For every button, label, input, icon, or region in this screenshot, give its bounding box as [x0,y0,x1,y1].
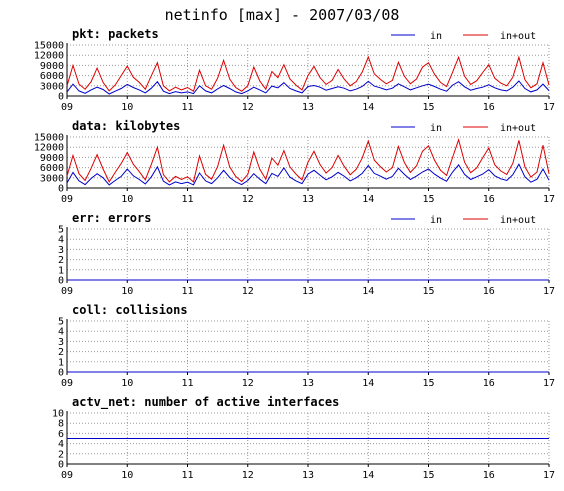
series-line-in-out [66,55,550,92]
y-tick-label: 1 [58,265,64,276]
panel-title: actv_net: number of active interfaces [72,395,339,410]
legend-label: in [430,215,442,226]
panel-title: err: errors [72,211,151,225]
y-tick-label: 3000 [40,81,64,92]
x-tick-label: 14 [362,102,374,113]
x-tick-label: 12 [242,378,254,389]
x-tick-label: 17 [543,470,555,481]
x-tick-label: 13 [302,194,314,205]
x-tick-label: 16 [483,470,495,481]
x-tick-label: 09 [61,470,73,481]
x-tick-label: 10 [121,286,133,297]
y-tick-label: 12000 [34,143,64,154]
x-tick-label: 09 [61,378,73,389]
y-tick-label: 2 [58,255,64,266]
x-tick-label: 12 [242,470,254,481]
x-tick-label: 16 [483,102,495,113]
panel-title: coll: collisions [72,303,188,317]
x-tick-label: 13 [302,470,314,481]
series-line-in-out [66,137,550,183]
y-tick-label: 12000 [34,51,64,62]
x-tick-label: 11 [181,470,193,481]
legend-label: in [430,123,442,134]
y-tick-label: 10 [52,409,64,420]
x-tick-label: 17 [543,378,555,389]
y-tick-label: 4 [58,235,64,246]
y-tick-label: 15000 [34,41,64,52]
y-tick-label: 3000 [40,173,64,184]
y-tick-label: 8 [58,419,64,430]
x-tick-label: 17 [543,102,555,113]
x-tick-label: 14 [362,378,374,389]
x-tick-label: 15 [422,378,434,389]
y-tick-label: 6000 [40,71,64,82]
y-tick-label: 2 [58,449,64,460]
x-tick-label: 10 [121,102,133,113]
x-tick-label: 16 [483,286,495,297]
x-tick-label: 10 [121,194,133,205]
x-tick-label: 14 [362,194,374,205]
legend-label: in [430,31,442,42]
panel-title: pkt: packets [72,27,159,41]
y-tick-label: 4 [58,439,64,450]
series-line-in [66,80,550,95]
y-tick-label: 0 [58,460,64,471]
x-tick-label: 16 [483,378,495,389]
panel-title: data: kilobytes [72,119,180,133]
y-tick-label: 0 [58,184,64,195]
x-tick-label: 14 [362,286,374,297]
x-tick-label: 09 [61,102,73,113]
legend-label: in+out [500,215,536,226]
x-tick-label: 11 [181,194,193,205]
x-tick-label: 10 [121,470,133,481]
x-tick-label: 15 [422,194,434,205]
x-tick-label: 15 [422,470,434,481]
x-tick-label: 13 [302,102,314,113]
x-tick-label: 12 [242,286,254,297]
x-tick-label: 11 [181,102,193,113]
y-tick-label: 0 [58,368,64,379]
y-tick-label: 9000 [40,153,64,164]
y-tick-label: 0 [58,276,64,287]
y-tick-label: 15000 [34,133,64,144]
legend-label: in+out [500,31,536,42]
y-tick-label: 6 [58,429,64,440]
x-tick-label: 09 [61,194,73,205]
x-tick-label: 11 [181,286,193,297]
x-tick-label: 11 [181,378,193,389]
x-tick-label: 15 [422,286,434,297]
x-tick-label: 12 [242,102,254,113]
y-tick-label: 3 [58,245,64,256]
x-tick-label: 09 [61,286,73,297]
x-tick-label: 16 [483,194,495,205]
y-tick-label: 0 [58,92,64,103]
y-tick-label: 2 [58,347,64,358]
page-title: netinfo [max] - 2007/03/08 [164,6,400,24]
y-tick-label: 4 [58,327,64,338]
x-tick-label: 12 [242,194,254,205]
x-tick-label: 13 [302,286,314,297]
y-tick-label: 6000 [40,163,64,174]
x-tick-label: 10 [121,378,133,389]
x-tick-label: 15 [422,102,434,113]
y-tick-label: 9000 [40,61,64,72]
series-line-in [66,163,550,186]
x-tick-label: 13 [302,378,314,389]
x-tick-label: 17 [543,286,555,297]
legend-label: in+out [500,123,536,134]
y-tick-label: 3 [58,337,64,348]
x-tick-label: 17 [543,194,555,205]
y-tick-label: 5 [58,317,64,328]
y-tick-label: 1 [58,357,64,368]
x-tick-label: 14 [362,470,374,481]
y-tick-label: 5 [58,225,64,236]
